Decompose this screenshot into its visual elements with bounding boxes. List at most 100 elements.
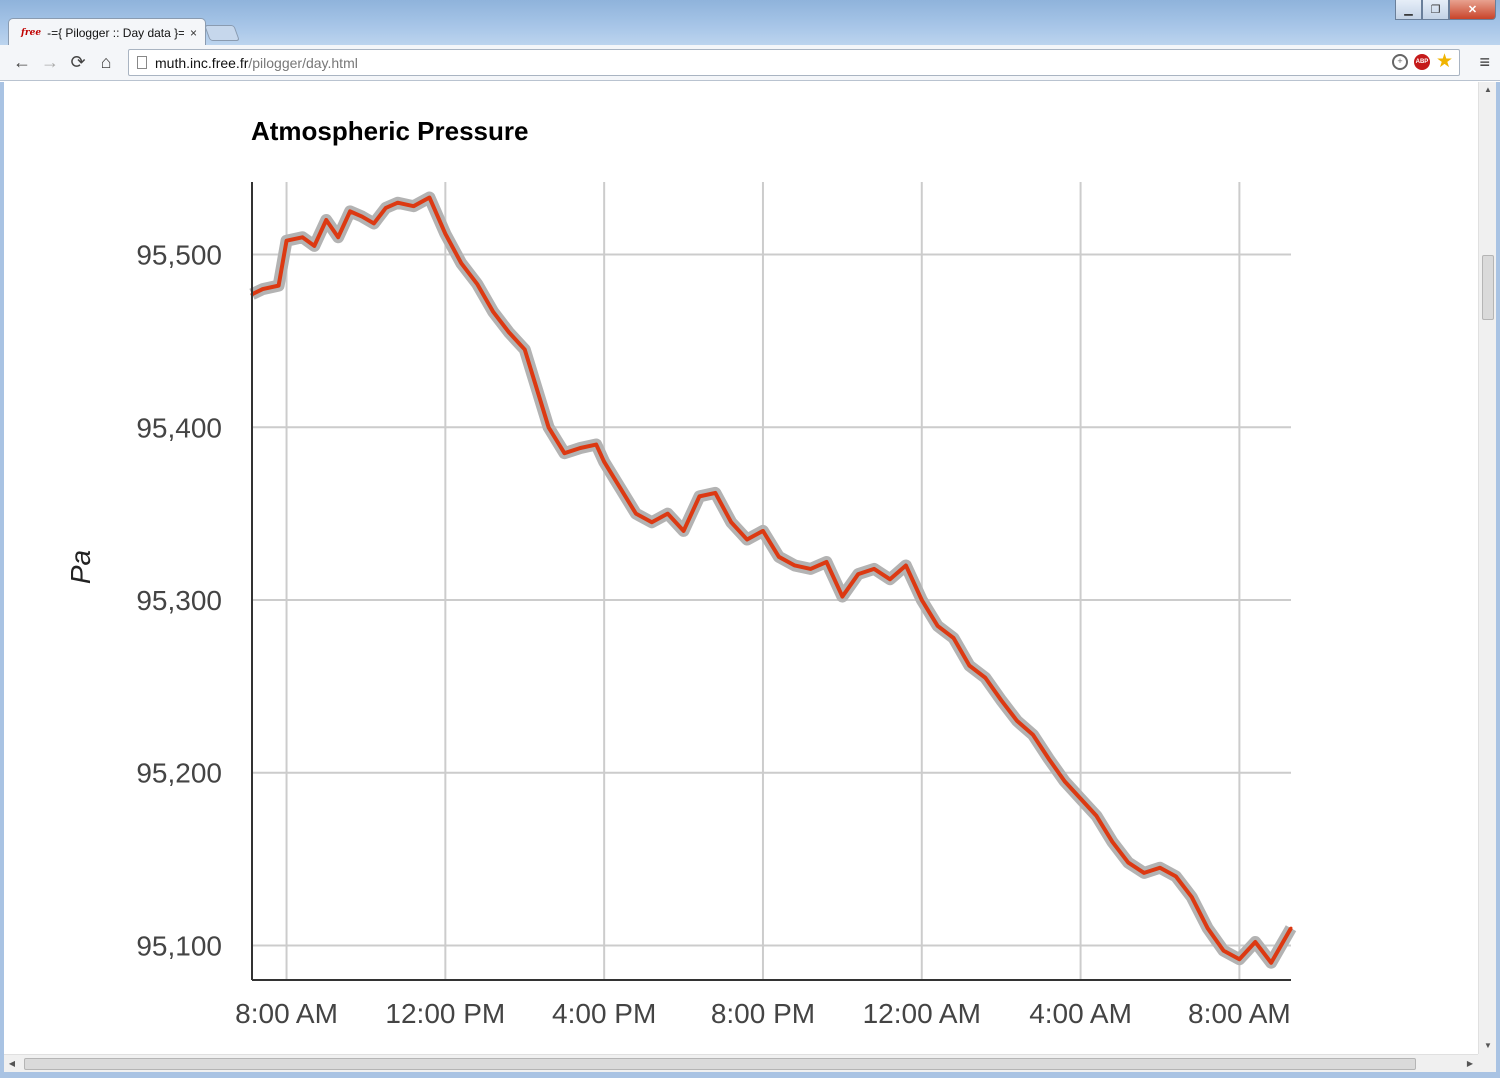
data-point [285,239,289,243]
data-point [729,520,733,524]
data-point [1289,926,1293,930]
y-axis-label: Pa [65,550,96,584]
vertical-scrollbar[interactable]: ▲ ▼ [1478,82,1496,1054]
data-point [396,201,400,205]
data-point [888,577,892,581]
x-tick-labels: 8:00 AM 12:00 PM 4:00 PM 8:00 PM 12:00 AM 4:0… [235,998,1291,1029]
data-point [1206,926,1210,930]
page-viewport: Atmospheric Pressure 95,100 95,200 95,300 9… [4,82,1478,1054]
x-tick-label: 8:00 PM [711,998,815,1029]
data-point [1222,949,1226,953]
data-point [745,538,749,542]
data-point [443,232,447,236]
browser-tab-active[interactable]: free -={ Pilogger :: Day data }=- × [8,18,206,46]
chart-band-layer [249,191,1297,969]
scrollbar-corner [1478,1054,1496,1072]
reload-button[interactable]: ⟳ [70,52,86,72]
data-point [777,555,781,559]
y-tick-label: 95,200 [136,758,222,789]
data-point [1174,874,1178,878]
forward-button[interactable]: → [41,52,59,72]
data-point [967,664,971,668]
horizontal-scroll-thumb[interactable] [24,1058,1416,1070]
browser-menu-icon[interactable]: ≡ [1479,52,1490,72]
data-point [761,529,765,533]
window-frame-bottom [0,1072,1500,1078]
scroll-down-icon[interactable]: ▼ [1484,1041,1492,1050]
data-point [312,244,316,248]
window-frame-right [1496,82,1500,1078]
address-bar-icons: + ABP ★ [1391,51,1453,72]
data-point [1110,840,1114,844]
data-point [1269,961,1273,965]
data-point [578,446,582,450]
data-point [904,563,908,567]
data-point [336,235,340,239]
y-tick-label: 95,400 [136,412,222,443]
url-path: /pilogger/day.html [248,54,358,71]
scroll-right-icon[interactable]: ▶ [1466,1059,1474,1068]
back-button[interactable]: ← [13,52,31,72]
data-point [602,460,606,464]
data-point [348,209,352,213]
zoom-icon[interactable]: + [1391,54,1408,70]
data-point [666,512,670,516]
data-point [1063,779,1067,783]
chart-axes [251,182,1291,981]
data-point [1158,866,1162,870]
vertical-scroll-thumb[interactable] [1482,255,1494,320]
minimize-button[interactable]: ▁ [1395,0,1422,20]
x-tick-label: 4:00 PM [552,998,656,1029]
data-point [936,624,940,628]
data-point [594,443,598,447]
data-point [1237,957,1241,961]
data-point [523,348,527,352]
data-point [1015,719,1019,723]
data-point [324,218,328,222]
data-point [983,676,987,680]
data-point [618,486,622,490]
data-point [384,206,388,210]
data-point [1142,871,1146,875]
new-tab-button[interactable] [204,25,240,41]
tab-close-icon[interactable]: × [189,25,197,40]
horizontal-scrollbar[interactable]: ◀ ▶ [4,1054,1478,1072]
data-point [300,235,304,239]
adblock-icon[interactable]: ABP [1413,54,1430,70]
data-point [412,204,416,208]
tab-favicon-icon: free [21,27,42,38]
window-controls: ▁ ❐ ✕ [1395,0,1496,20]
data-point [809,567,813,571]
address-bar[interactable]: muth.inc.free.fr/pilogger/day.html + ABP… [128,49,1460,76]
tab-title: -={ Pilogger :: Day data }=- [47,25,184,40]
data-point [650,520,654,524]
data-point [459,261,463,265]
data-point [1047,757,1051,761]
y-tick-label: 95,100 [136,930,222,961]
data-point [920,598,924,602]
browser-toolbar: ← → ⟳ ⌂ muth.inc.free.fr/pilogger/day.ht… [0,45,1500,81]
scroll-left-icon[interactable]: ◀ [8,1059,16,1068]
y-tick-label: 95,500 [136,240,222,271]
data-point [427,196,431,200]
data-point [682,529,686,533]
home-button[interactable]: ⌂ [100,52,112,72]
close-window-button[interactable]: ✕ [1449,0,1496,20]
data-point [952,636,956,640]
y-tick-label: 95,300 [136,585,222,616]
data-point [1126,861,1130,865]
data-point [872,567,876,571]
bookmark-star-icon[interactable]: ★ [1435,51,1453,72]
x-tick-label: 4:00 AM [1029,998,1132,1029]
x-tick-label: 8:00 AM [235,998,338,1029]
maximize-button[interactable]: ❐ [1422,0,1449,20]
window-titlebar: free -={ Pilogger :: Day data }=- × ▁ ❐ … [0,0,1500,46]
series-line [251,195,1293,965]
y-tick-labels: 95,100 95,200 95,300 95,400 95,500 [136,240,222,962]
data-point [824,560,828,564]
scroll-up-icon[interactable]: ▲ [1484,85,1492,94]
chart-title: Atmospheric Pressure [251,116,528,146]
chart-line-layer [250,195,1293,965]
data-point [1253,940,1257,944]
data-point [999,698,1003,702]
